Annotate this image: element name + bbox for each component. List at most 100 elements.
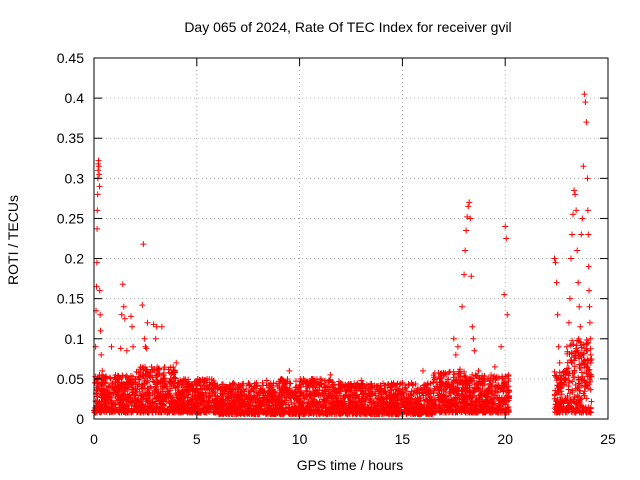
data-point <box>165 394 172 401</box>
data-point <box>551 255 558 262</box>
data-point <box>232 391 239 398</box>
data-point <box>121 315 128 322</box>
data-point <box>454 343 461 350</box>
data-point <box>286 404 293 411</box>
data-point <box>312 400 319 407</box>
y-tick-label: 0 <box>76 411 84 427</box>
data-point <box>100 408 107 415</box>
data-point <box>230 380 237 387</box>
data-point <box>268 395 275 402</box>
data-point <box>153 406 160 413</box>
x-tick-label: 25 <box>600 431 616 447</box>
data-point <box>200 393 207 400</box>
data-point <box>193 396 200 403</box>
data-point <box>115 384 122 391</box>
data-point <box>149 367 156 374</box>
data-point <box>265 402 272 409</box>
data-point <box>137 392 144 399</box>
data-point <box>325 404 332 411</box>
data-point <box>317 392 324 399</box>
data-point <box>108 400 115 407</box>
data-point <box>292 389 299 396</box>
data-point <box>154 380 161 387</box>
data-point <box>117 345 124 352</box>
data-point <box>149 396 156 403</box>
data-point <box>207 406 214 413</box>
data-point <box>294 407 301 414</box>
data-point <box>316 398 323 405</box>
data-point <box>297 403 304 410</box>
data-point <box>95 167 102 174</box>
data-point <box>153 395 160 402</box>
data-point <box>305 380 312 387</box>
data-point <box>333 392 340 399</box>
data-point <box>158 323 165 330</box>
data-point <box>241 398 248 405</box>
data-point <box>170 382 177 389</box>
data-point <box>127 377 134 384</box>
data-point <box>569 231 576 238</box>
x-axis-label: GPS time / hours <box>297 457 404 473</box>
data-point <box>504 311 511 318</box>
data-point <box>584 175 591 182</box>
data-point <box>287 395 294 402</box>
data-point <box>323 388 330 395</box>
x-tick-labels: 0 5 10 15 20 25 <box>90 431 616 447</box>
data-point <box>282 385 289 392</box>
data-point <box>570 211 577 218</box>
data-point <box>259 409 266 416</box>
data-point <box>124 409 131 416</box>
data-point <box>129 323 136 330</box>
data-point <box>129 398 136 405</box>
data-point <box>502 223 509 230</box>
data-point <box>470 335 477 342</box>
data-point <box>155 366 162 373</box>
y-tick-label: 0.25 <box>57 210 84 226</box>
data-point <box>120 303 127 310</box>
data-point <box>397 380 404 387</box>
data-point <box>236 404 243 411</box>
data-point <box>323 397 330 404</box>
data-point <box>163 398 170 405</box>
data-point <box>586 319 593 326</box>
data-point <box>266 388 273 395</box>
data-point <box>181 389 188 396</box>
data-point <box>292 378 299 385</box>
data-point <box>116 409 123 416</box>
data-point <box>318 404 325 411</box>
data-point <box>134 402 141 409</box>
data-point <box>263 382 270 389</box>
data-point <box>287 387 294 394</box>
data-point <box>99 367 106 374</box>
data-point <box>312 390 319 397</box>
data-point <box>119 407 126 414</box>
data-point <box>268 405 275 412</box>
data-point <box>332 385 339 392</box>
data-point <box>149 374 156 381</box>
data-point <box>142 366 149 373</box>
data-point <box>580 163 587 170</box>
data-point <box>205 399 212 406</box>
data-point <box>175 390 182 397</box>
data-point <box>220 390 227 397</box>
data-point <box>231 411 238 418</box>
data-point <box>184 409 191 416</box>
data-point <box>191 395 198 402</box>
data-point <box>176 398 183 405</box>
data-point <box>209 379 216 386</box>
data-point <box>575 279 582 286</box>
grid-lines <box>94 58 608 419</box>
data-point <box>567 255 574 262</box>
data-point <box>173 359 180 366</box>
data-point <box>324 383 331 390</box>
data-point <box>286 367 293 374</box>
data-point <box>96 171 103 178</box>
data-point <box>119 281 126 288</box>
data-point <box>96 371 103 378</box>
data-point <box>311 376 318 383</box>
data-point <box>207 404 214 411</box>
data-point <box>110 390 117 397</box>
data-point <box>327 387 334 394</box>
data-point <box>307 398 314 405</box>
data-point <box>178 409 185 416</box>
